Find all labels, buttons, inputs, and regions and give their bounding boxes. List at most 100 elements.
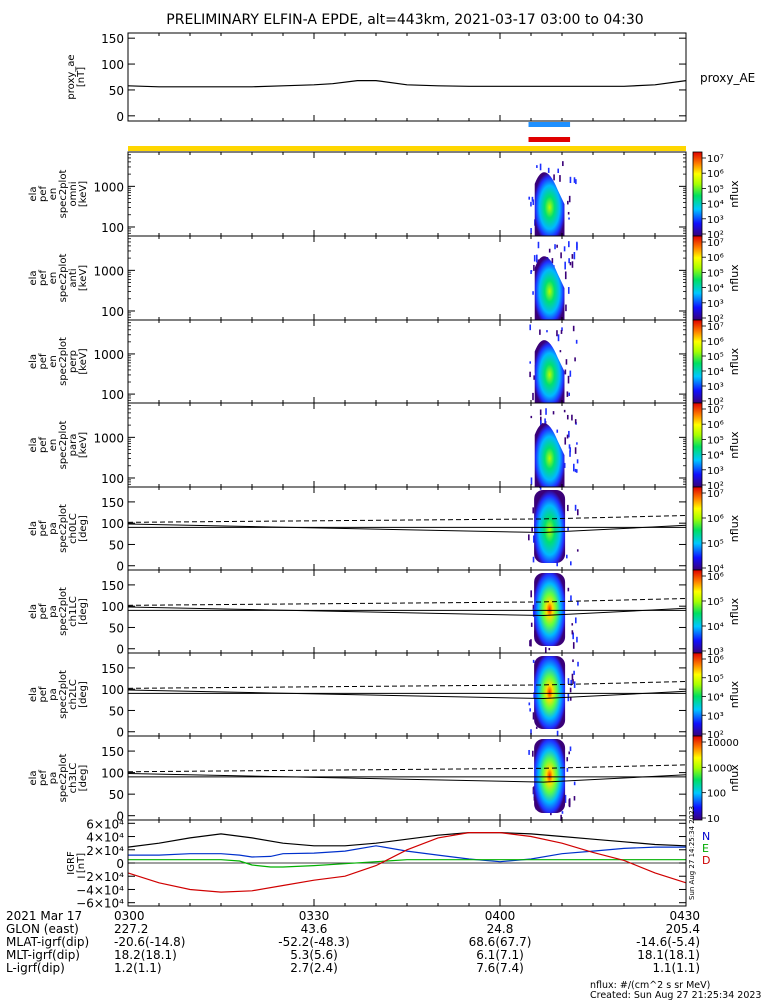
ylabel-line: proxy_ae [66, 54, 77, 99]
anti-loss-cone-line [127, 515, 687, 523]
ytick-label: 150 [101, 745, 124, 759]
spectrogram-speckle [530, 729, 532, 735]
ylabel-line: pa [48, 522, 59, 534]
spectrogram-speckle [547, 167, 550, 173]
spectrogram-speckle [570, 595, 572, 602]
spectrogram-speckle [574, 504, 577, 511]
ylabel-line: spec2plot [58, 337, 69, 386]
colorbar-tick-label: 10³ [707, 466, 724, 477]
xaxis-row-label: MLAT-igrf(dip) [6, 935, 89, 949]
spectrogram-speckle [548, 248, 551, 253]
xaxis-cell: 18.1(18.1) [637, 948, 700, 962]
ytick-label: 100 [101, 472, 124, 486]
colorbar-tick-label: 10³ [707, 299, 724, 310]
xaxis-row-label: 2021 Mar 17 [6, 909, 82, 923]
spectrogram-speckle [553, 174, 555, 181]
colorbar [692, 402, 703, 488]
ytick-label: 150 [101, 579, 124, 593]
spectrogram-speckle [529, 361, 531, 364]
panel-para: 10⁷ 10⁶ 10⁵ 10⁴ 10³ 10² nflux 100 1000 ela pef en sp… [28, 402, 741, 492]
colorbar-tick-label: 10⁶ [707, 655, 724, 666]
xaxis-cell: 0330 [299, 909, 330, 923]
panel-anti: 10⁷ 10⁶ 10⁵ 10⁴ 10³ 10² nflux 100 1000 ela pef en sp… [28, 235, 741, 325]
panel-perp: 10⁷ 10⁶ 10⁵ 10⁴ 10³ 10² nflux 100 1000 ela pef en sp… [28, 319, 741, 408]
spectrogram-speckle [537, 241, 540, 249]
colorbar [692, 735, 703, 821]
spectrogram-speckle [532, 659, 535, 663]
spectrogram-speckle [528, 534, 530, 541]
spectrogram-speckle [569, 176, 572, 184]
spectrogram-speckle [533, 264, 535, 271]
spectrogram-speckle [560, 814, 562, 821]
spectrogram-speckle [528, 702, 531, 706]
spectrogram-speckle [532, 609, 535, 617]
igrf-legend-N: N [702, 830, 710, 843]
igrf-legend-E: E [702, 842, 709, 855]
spectrogram-speckle [567, 526, 569, 531]
spectrogram-speckle [563, 409, 566, 413]
colorbar-tick-label: 10² [707, 730, 724, 741]
ylabel-line: ch1LC [68, 596, 79, 627]
spectrogram-speckle [557, 334, 560, 342]
ylabel-line: [nT] [76, 67, 87, 87]
panel-frame [127, 402, 687, 488]
spectrogram-speckle [571, 414, 573, 421]
colorbar-tick-label: 10⁵ [707, 184, 724, 195]
ylabel-line: [deg] [78, 515, 89, 542]
panel-frame [127, 569, 687, 654]
spectrogram-speckle [566, 391, 569, 397]
ytick-label: 0 [116, 643, 124, 657]
colorbar-label: nflux [728, 264, 741, 292]
spectrogram-speckle [532, 787, 535, 795]
spectrogram-speckle [556, 429, 559, 433]
ylabel-line: pef [38, 270, 49, 287]
spectrogram-speckle [528, 749, 530, 755]
spectrogram-speckle [573, 463, 575, 472]
proxy-ae-line [127, 80, 687, 88]
spectrogram-speckle [566, 554, 568, 559]
colorbar [692, 569, 703, 654]
ytick-label: 100 [101, 517, 124, 531]
colorbar-tick-label: 10³ [707, 711, 724, 722]
colorbar-label: nflux [728, 597, 741, 625]
colorbar-tick-label: 10⁶ [707, 253, 724, 264]
colorbar-tick-label: 10⁶ [707, 337, 724, 348]
pitch-angle-spectrogram [534, 739, 566, 813]
ytick-label: 0 [116, 810, 124, 824]
spectrogram-speckle [554, 244, 556, 250]
spectrogram-speckle [568, 217, 570, 220]
colorbar-tick-label: 10⁵ [707, 435, 724, 446]
xaxis-cell: 1.2(1.1) [114, 961, 162, 975]
igrf-side-stamp: Sun Aug 27 14:25:34 2023 [688, 806, 696, 900]
colorbar-tick-label: 10² [707, 481, 724, 492]
colorbar-tick-label: 10⁵ [707, 352, 724, 363]
xaxis-cell: 0400 [485, 909, 516, 923]
spectrogram-speckle [569, 687, 572, 693]
spectrogram-speckle [564, 794, 567, 803]
colorbar-tick-label: 10⁶ [707, 572, 724, 583]
spectrogram-speckle [572, 679, 574, 684]
spectrogram-speckle [568, 241, 570, 248]
ylabel-line: omni [68, 182, 79, 207]
colorbar-tick-label: 10⁵ [707, 268, 724, 279]
spectrogram-speckle [556, 730, 559, 737]
spectrogram-speckle [536, 254, 538, 263]
spectrogram-speckle [532, 556, 535, 563]
ytick-label: 100 [101, 683, 124, 697]
colorbar-tick-label: 10⁷ [707, 154, 724, 165]
colorbar-label: nflux [728, 680, 741, 708]
colorbar-tick-label: 10⁷ [707, 489, 724, 500]
colorbar-tick-label: 100 [707, 789, 726, 800]
spectrogram-speckle [548, 647, 551, 651]
ytick-label: 100 [101, 388, 124, 402]
spectrogram-speckle [574, 357, 576, 362]
energy-spectrogram [534, 340, 565, 403]
spectrogram-speckle [560, 252, 562, 259]
ylabel-line: spec2plot [58, 421, 69, 470]
colorbar-label: nflux [728, 431, 741, 459]
spectrogram-speckle [530, 228, 532, 235]
pitch-angle-spectrogram [534, 490, 566, 563]
figure-title: PRELIMINARY ELFIN-A EPDE, alt=443km, 202… [166, 12, 643, 28]
